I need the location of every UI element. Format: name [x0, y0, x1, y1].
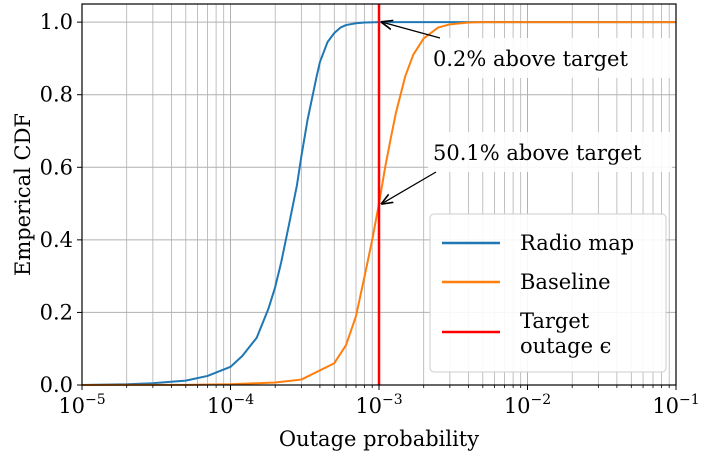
- annotation-arrow: [382, 171, 437, 204]
- x-tick-label: 10−5: [58, 392, 105, 418]
- y-tick-label: 0.6: [40, 155, 73, 179]
- annotation-box: [428, 38, 672, 78]
- annotation-text: 50.1% above target: [433, 141, 642, 165]
- y-tick-label: 0.2: [40, 300, 73, 324]
- legend-label: outage ϵ: [520, 334, 611, 358]
- x-tick-label: 10−2: [504, 392, 551, 418]
- y-tick-label: 0.4: [40, 228, 73, 252]
- legend-label: Target: [520, 309, 590, 333]
- x-tick-label: 10−3: [355, 392, 402, 418]
- x-tick-label: 10−4: [207, 392, 254, 418]
- series-layer: [81, 4, 676, 386]
- legend-label: Baseline: [520, 270, 611, 294]
- annotation-box: [428, 132, 672, 172]
- series-line-radio-map: [81, 21, 676, 386]
- x-axis-label: Outage probability: [279, 427, 479, 451]
- y-tick-label: 0.0: [40, 373, 73, 397]
- legend-label: Radio map: [520, 231, 634, 255]
- series-line-baseline: [81, 21, 676, 386]
- x-tick-label: 10−1: [652, 392, 699, 418]
- axes: 10−5 10−4 10−3 10−2 10−1 0.0 0.2 0.4 0.6 0.8 1.0 Ou…: [11, 3, 700, 451]
- y-axis-label: Emperical CDF: [11, 113, 35, 276]
- annotation-text: 0.2% above target: [433, 47, 628, 71]
- y-tick-label: 1.0: [40, 10, 73, 34]
- annotation-arrow: [382, 22, 441, 39]
- y-tick-label: 0.8: [40, 83, 73, 107]
- annotations: 0.2% above target 50.1% above target: [382, 22, 672, 203]
